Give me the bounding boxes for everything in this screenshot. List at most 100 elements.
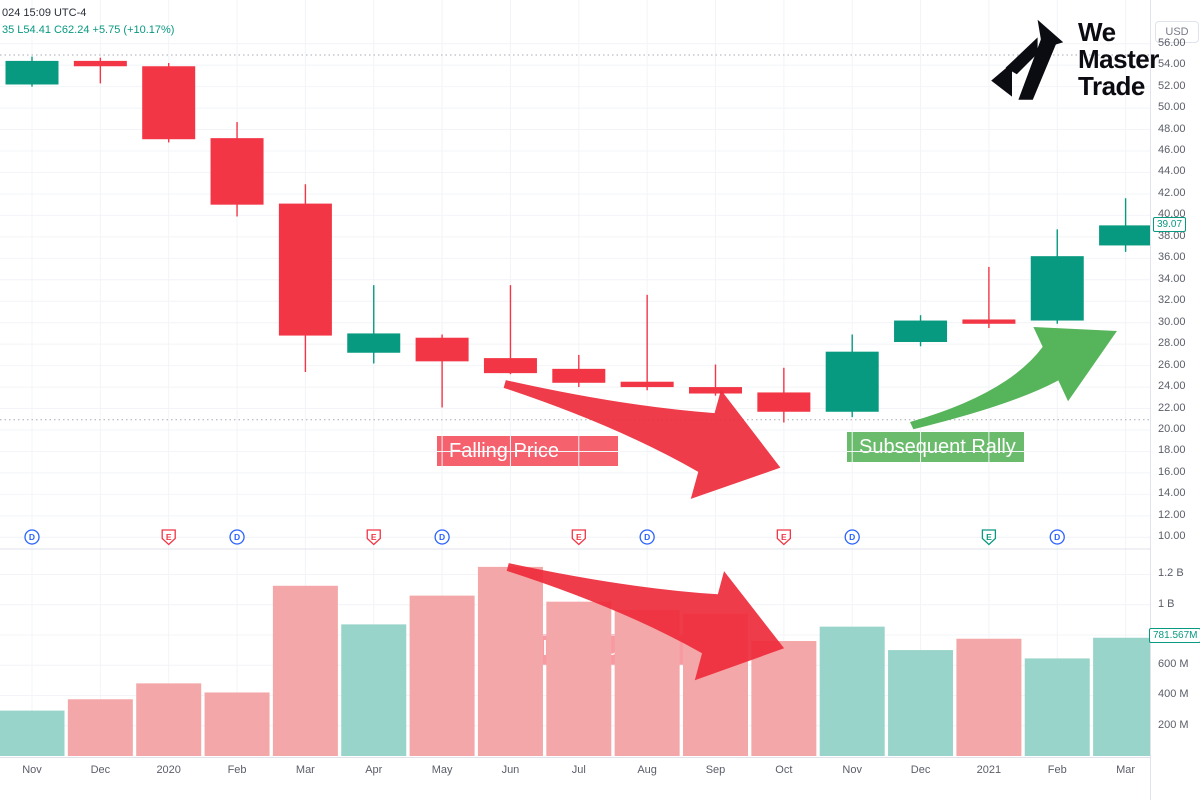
time-axis-label: Oct [775,764,793,776]
last-price-badge: 39.07 [1153,217,1187,232]
chart-legend: 024 15:09 UTC-4 35 L54.41 C62.24 +5.75 (… [2,5,174,39]
time-axis-panel: Nov Dec 2020 Feb Mar Apr May Jun Jul Aug Sep Oct Nov… [0,757,1150,800]
volume-tick-label: 200 M [1158,718,1189,731]
price-tick-label: 18.00 [1158,444,1186,457]
price-tick-label: 52.00 [1158,79,1186,92]
brand-logo: We Master Trade [988,16,1159,102]
brand-line-1: We [1078,16,1116,47]
time-axis-label: Apr [365,764,383,776]
candle-body [415,337,469,362]
volume-bar [1024,658,1090,756]
candle-body [552,368,606,383]
event-badge-letter: E [371,532,377,542]
price-tick-label: 50.00 [1158,101,1186,114]
price-tick-label: 16.00 [1158,465,1186,478]
earnings-badge[interactable] [571,529,586,546]
candle-body [620,381,674,388]
price-tick-label: 46.00 [1158,144,1186,157]
brand-name: We Master Trade [1078,16,1159,101]
candle-body [483,358,537,374]
price-tick-label: 48.00 [1158,122,1186,135]
subsequent-rally-arrow [910,326,1117,430]
volume-bar [477,566,543,756]
volume-bar [272,585,338,756]
price-tick-label: 20.00 [1158,423,1186,435]
event-badge-letter: E [576,532,582,542]
price-tick-label: 24.00 [1158,380,1186,393]
volume-bar [819,626,885,756]
candle-body [825,351,879,412]
candle-body [142,66,196,140]
event-badge-letter: D [644,532,650,542]
event-badge-letter: D [234,532,240,542]
time-axis-label: Feb [227,764,247,776]
candle-body [5,60,59,85]
volume-bar [136,683,202,756]
time-axis-label: Nov [22,764,42,776]
time-axis-label: Jul [571,764,586,776]
brand-line-3: Trade [1078,70,1145,101]
dividend-badge[interactable] [1049,529,1065,545]
volume-bar [956,638,1022,756]
event-badge-letter: E [781,532,787,542]
candle-body [278,203,332,336]
event-badge-letter: D [439,532,445,542]
price-tick-label: 42.00 [1158,186,1186,199]
candle-body [1099,225,1150,246]
event-badge-letter: D [849,532,855,542]
volume-bar [409,595,475,756]
candle-body [1030,256,1084,321]
falling-volume-arrow [506,563,785,681]
price-tick-label: 34.00 [1158,272,1186,285]
legend-datetime: 024 15:09 UTC-4 [2,7,87,19]
candle-body [73,60,127,67]
volume-bar [546,601,612,756]
volume-tick-label: 600 M [1158,658,1189,671]
earnings-badge[interactable] [776,529,791,546]
candle-body [757,392,811,412]
event-badge-letter: D [1054,532,1060,542]
price-axis-panel: USD 56.00 54.00 52.00 50.00 48.00 46.00 44.00 4… [1149,0,1200,800]
price-tick-label: 28.00 [1158,337,1186,350]
time-axis-label: Mar [295,764,315,776]
candle-body [894,320,948,343]
time-axis-label: Mar [1116,764,1136,776]
falling-price-arrow [503,380,781,499]
dividend-badge[interactable] [639,529,655,545]
time-axis-label: Jun [501,764,520,776]
time-axis-label: 2020 [156,764,181,776]
volume-bar [751,641,817,756]
brand-arrow-icon [991,19,1064,100]
dividend-badge[interactable] [24,529,40,545]
volume-bar [888,650,954,756]
volume-bar [67,699,133,756]
event-badge-letter: D [29,532,35,542]
price-tick-label: 10.00 [1158,530,1186,543]
time-axis-label: Feb [1047,764,1067,776]
price-tick-label: 38.00 [1158,229,1186,242]
dividend-badge[interactable] [229,529,245,545]
candle-body [210,138,264,205]
volume-tick-label: 400 M [1158,688,1189,701]
dividend-badge[interactable] [434,529,450,545]
price-tick-label: 26.00 [1158,358,1186,371]
price-tick-label: 56.00 [1158,36,1186,49]
volume-bar [204,692,270,756]
time-axis-label: Nov [842,764,862,776]
dividend-badge[interactable] [844,529,860,545]
brand-line-2: Master [1078,43,1159,74]
earnings-badge[interactable] [366,529,381,546]
time-axis-label: Dec [90,764,111,776]
price-tick-label: 54.00 [1158,58,1186,71]
price-tick-label: 22.00 [1158,401,1186,414]
time-axis-label: Aug [637,764,657,776]
volume-bar [0,710,65,756]
earnings-badge[interactable] [161,529,176,546]
time-axis-label: May [431,764,453,776]
candle-body [347,333,401,353]
earnings-badge[interactable] [981,529,997,546]
price-tick-label: 44.00 [1158,165,1186,178]
currency-button[interactable]: USD [1155,21,1199,43]
